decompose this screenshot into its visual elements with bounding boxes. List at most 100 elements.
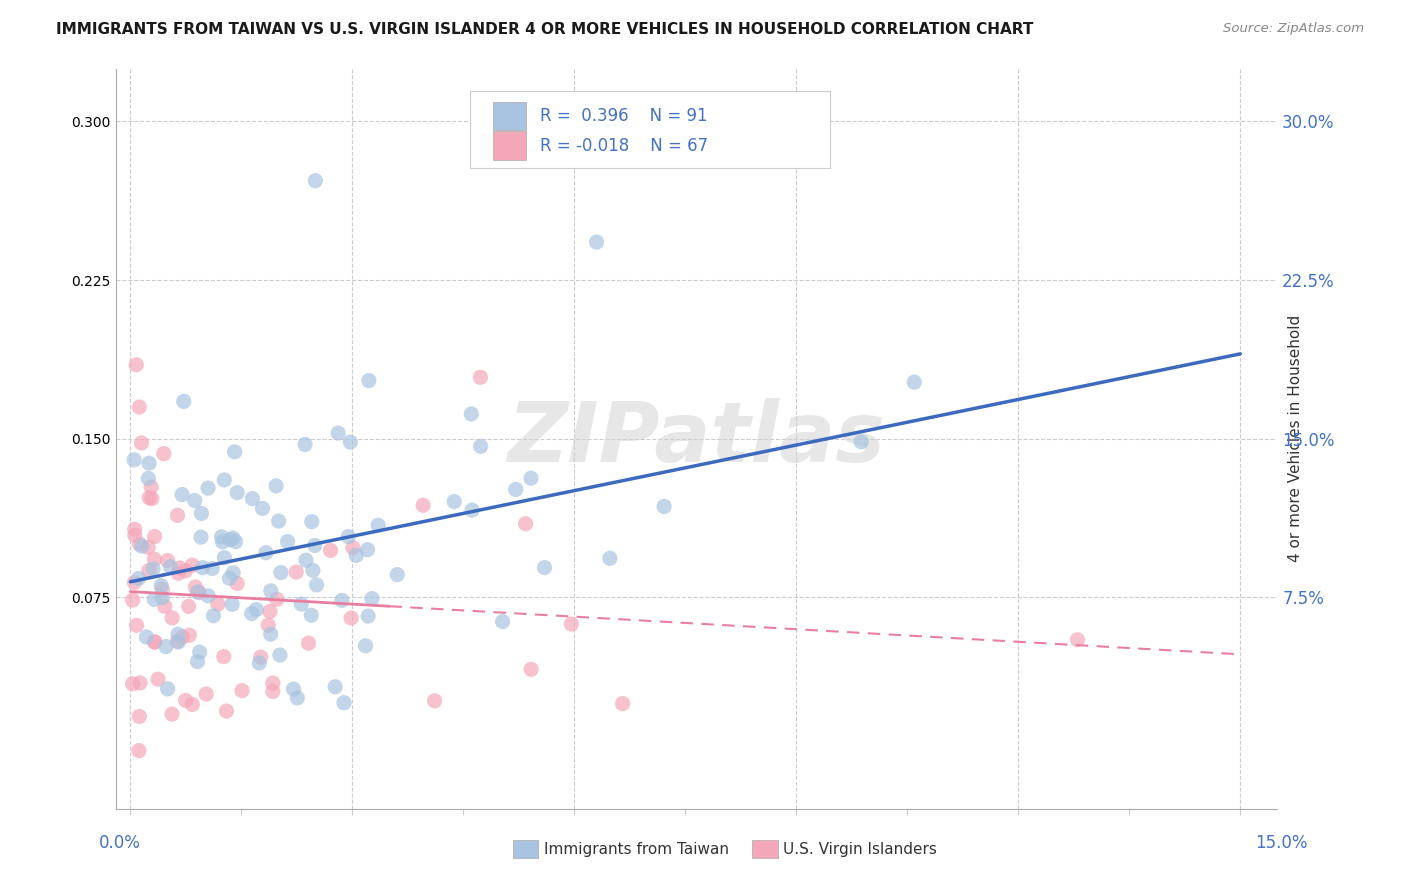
Point [226, 485, 249, 500]
Point [319, 543, 342, 558]
Point [443, 494, 465, 508]
Point [520, 471, 543, 485]
Point [197, 589, 219, 603]
Point [215, 704, 238, 718]
Point [285, 690, 308, 705]
Point [245, 602, 267, 616]
Point [357, 609, 380, 624]
Point [125, 618, 148, 632]
Bar [494, 131, 526, 160]
Text: IMMIGRANTS FROM TAIWAN VS U.S. VIRGIN ISLANDER 4 OR MORE VEHICLES IN HOUSEHOLD C: IMMIGRANTS FROM TAIWAN VS U.S. VIRGIN IS… [56, 22, 1033, 37]
Point [167, 635, 190, 649]
Point [290, 597, 312, 611]
Point [333, 696, 356, 710]
Point [461, 503, 484, 517]
Point [354, 639, 377, 653]
Point [150, 582, 173, 597]
Point [136, 541, 159, 555]
Point [219, 533, 242, 547]
Point [195, 687, 218, 701]
Point [515, 516, 537, 531]
Text: 0.0%: 0.0% [98, 834, 141, 852]
Point [139, 480, 162, 494]
Point [260, 627, 283, 641]
Point [270, 566, 292, 580]
Point [166, 634, 188, 648]
Point [169, 561, 191, 575]
Point [356, 542, 378, 557]
Point [367, 518, 389, 533]
Point [599, 551, 621, 566]
Point [128, 743, 150, 757]
Point [167, 627, 190, 641]
Text: Immigrants from Taiwan: Immigrants from Taiwan [544, 842, 730, 856]
Point [131, 436, 153, 450]
Point [197, 481, 219, 495]
Point [225, 534, 247, 549]
Point [269, 648, 291, 662]
Point [131, 539, 153, 553]
Text: R = -0.018    N = 67: R = -0.018 N = 67 [540, 136, 707, 154]
Point [257, 618, 280, 632]
Point [304, 538, 326, 552]
Point [361, 591, 384, 606]
Point [344, 549, 367, 563]
Point [136, 471, 159, 485]
Point [585, 235, 607, 249]
Point [124, 522, 146, 536]
Point [224, 445, 246, 459]
Point [903, 375, 925, 389]
Point [285, 565, 308, 579]
Point [160, 611, 183, 625]
Point [326, 426, 349, 441]
Point [249, 650, 271, 665]
Point [173, 394, 195, 409]
Text: ZIPatlas: ZIPatlas [508, 398, 886, 479]
Point [470, 370, 492, 384]
Point [207, 597, 229, 611]
Bar [494, 102, 526, 130]
Point [247, 656, 270, 670]
Point [266, 592, 288, 607]
Point [159, 559, 181, 574]
Point [124, 575, 146, 590]
Point [153, 447, 176, 461]
Point [181, 558, 204, 573]
Point [851, 434, 873, 449]
Point [520, 662, 543, 676]
Point [156, 553, 179, 567]
Point [128, 709, 150, 723]
Point [152, 591, 174, 605]
Point [190, 507, 212, 521]
Point [340, 611, 363, 625]
Point [304, 174, 326, 188]
Point [262, 676, 284, 690]
Point [135, 630, 157, 644]
Point [128, 400, 150, 414]
Point [260, 583, 283, 598]
Text: R =  0.396    N = 91: R = 0.396 N = 91 [540, 107, 707, 125]
Point [262, 684, 284, 698]
Point [166, 508, 188, 523]
Point [254, 546, 277, 560]
Point [143, 635, 166, 649]
Point [339, 435, 361, 450]
Point [184, 580, 207, 594]
Point [142, 562, 165, 576]
Text: U.S. Virgin Islanders: U.S. Virgin Islanders [783, 842, 936, 856]
Point [122, 452, 145, 467]
Point [179, 628, 201, 642]
Point [121, 677, 143, 691]
Point [305, 578, 328, 592]
Point [138, 564, 160, 578]
Point [323, 680, 346, 694]
Point [652, 500, 675, 514]
Point [295, 553, 318, 567]
Point [143, 529, 166, 543]
Point [533, 560, 555, 574]
Point [214, 550, 236, 565]
Point [150, 578, 173, 592]
Point [191, 560, 214, 574]
Point [337, 530, 360, 544]
Point [143, 552, 166, 566]
